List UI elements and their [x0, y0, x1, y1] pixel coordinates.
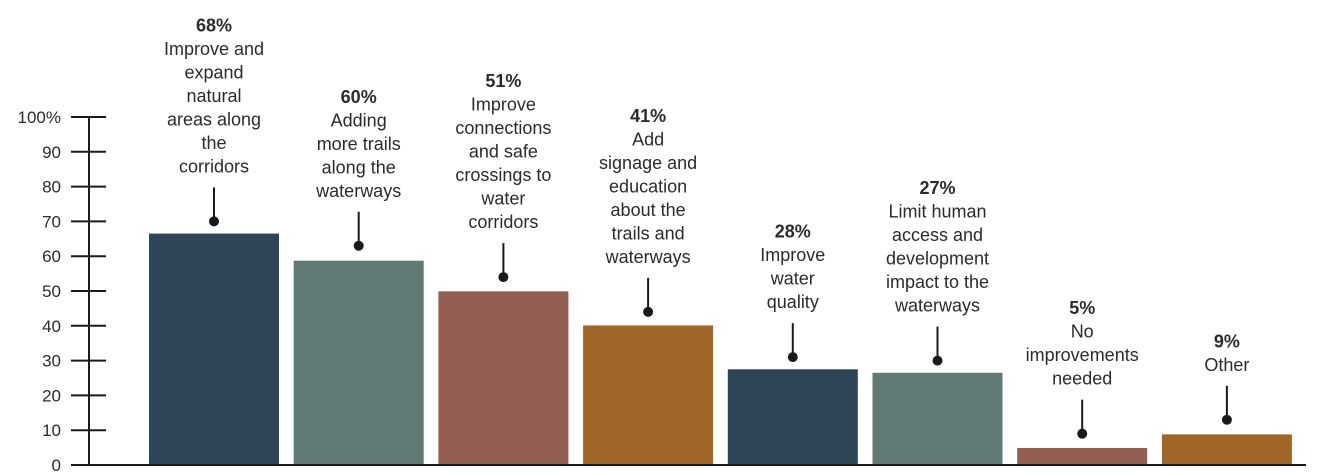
- callout-dot: [787, 352, 798, 363]
- category-label: expand: [184, 62, 243, 82]
- category-label: corridors: [468, 212, 538, 232]
- bar: [438, 291, 569, 465]
- category-label: Adding: [331, 110, 387, 130]
- category-label: No: [1071, 322, 1094, 342]
- category-label: waterways: [605, 247, 691, 267]
- value-label: 41%: [630, 106, 666, 126]
- value-label: 68%: [196, 15, 232, 35]
- value-label: 28%: [775, 222, 811, 242]
- value-label: 9%: [1214, 331, 1240, 351]
- value-label: 5%: [1069, 298, 1095, 318]
- bar: [293, 260, 424, 465]
- y-tick-label: 40: [42, 317, 61, 336]
- category-label: Improve and: [164, 39, 264, 59]
- callout-dot: [209, 216, 219, 227]
- bar: [583, 325, 714, 465]
- annotations: Improve and expand natural areas along the co…: [164, 15, 1249, 439]
- category-label: Limit human: [888, 202, 986, 222]
- category-label: Improve: [760, 245, 825, 265]
- category-label: development: [886, 249, 989, 269]
- value-label: 60%: [341, 87, 377, 107]
- category-label: crossings to: [455, 165, 551, 185]
- callout-dot: [1077, 428, 1088, 439]
- category-label: trails and: [612, 223, 685, 243]
- category-label: needed: [1052, 369, 1112, 389]
- bars: [149, 233, 1292, 465]
- y-tick-label: 20: [42, 386, 61, 405]
- category-label: improvements: [1026, 345, 1139, 365]
- category-label: impact to the: [886, 272, 989, 292]
- y-tick-label: 50: [42, 282, 61, 301]
- category-label: Add: [632, 129, 664, 149]
- y-tick-label: 90: [42, 143, 61, 162]
- callout-dot: [353, 240, 364, 251]
- category-label: water: [770, 269, 815, 289]
- bar: [872, 372, 1003, 465]
- y-axis: 0 10 20 30 40 50 60 70 80 90 100%: [18, 108, 106, 474]
- category-label: Improve: [471, 95, 536, 115]
- y-tick-label: 80: [42, 178, 61, 197]
- bar: [727, 369, 858, 465]
- category-label: water: [480, 189, 525, 209]
- category-label: waterways: [315, 181, 401, 201]
- callout-dot: [1221, 414, 1232, 425]
- category-label: more trails: [317, 134, 401, 154]
- y-tick-label: 100%: [18, 108, 61, 127]
- value-label: 51%: [485, 71, 521, 91]
- category-label: Other: [1204, 355, 1249, 375]
- category-label: along the: [322, 157, 396, 177]
- y-tick-label: 0: [52, 456, 61, 474]
- category-label: the: [201, 133, 226, 153]
- category-label: areas along: [167, 109, 261, 129]
- category-label: natural: [186, 86, 241, 106]
- y-tick-label: 70: [42, 212, 61, 231]
- y-tick-label: 60: [42, 247, 61, 266]
- bar: [1161, 434, 1292, 465]
- category-label: connections: [455, 118, 551, 138]
- category-label: and safe: [469, 142, 538, 162]
- y-tick-label: 30: [42, 352, 61, 371]
- callout-dot: [932, 355, 943, 366]
- callout-dot: [498, 272, 509, 283]
- value-label: 27%: [919, 178, 955, 198]
- category-label: waterways: [894, 296, 980, 316]
- bar: [1017, 447, 1148, 465]
- category-label: corridors: [179, 156, 249, 176]
- bar: [149, 233, 279, 465]
- category-label: access and: [892, 225, 983, 245]
- category-label: about the: [611, 200, 686, 220]
- category-label: education: [609, 176, 687, 196]
- category-label: signage and: [599, 153, 697, 173]
- y-tick-label: 10: [42, 421, 61, 440]
- category-label: quality: [767, 292, 819, 312]
- callout-dot: [643, 306, 654, 317]
